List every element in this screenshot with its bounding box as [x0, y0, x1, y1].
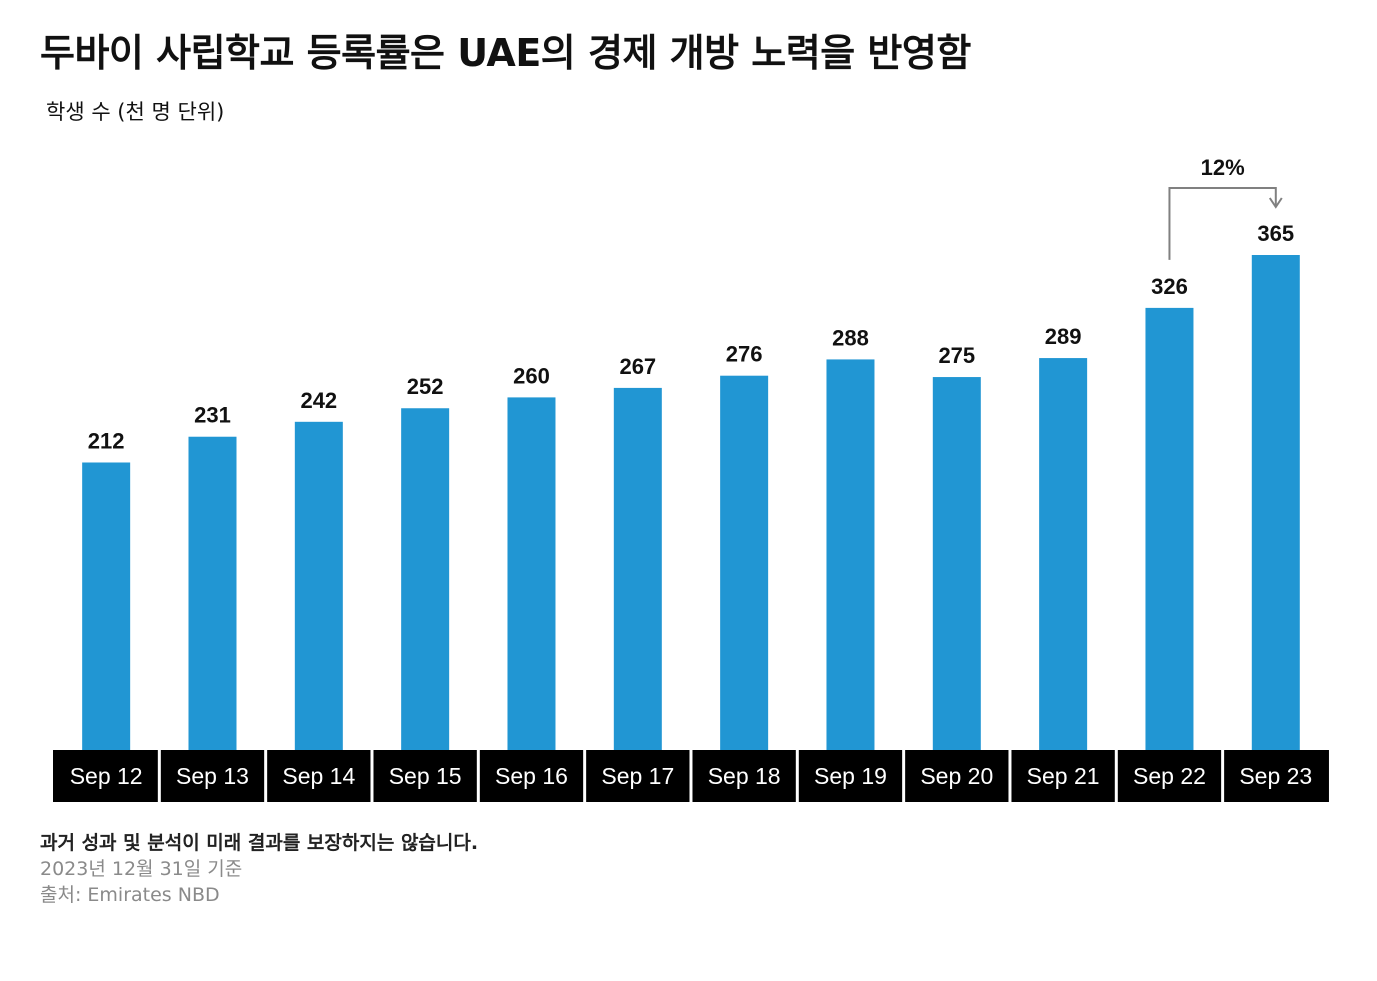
data-label: 242 — [300, 388, 337, 413]
data-label: 212 — [88, 428, 125, 453]
x-axis-cell — [1224, 750, 1329, 802]
bar — [82, 462, 131, 750]
bar — [401, 408, 450, 750]
growth-annotation-label: 12% — [1201, 155, 1245, 180]
bar-chart: 212 Sep 12 231 Sep 13 242 Sep 14 252 Sep 15 260 S… — [53, 155, 1329, 802]
bar — [1039, 358, 1088, 750]
x-tick-label: Sep 19 — [814, 763, 887, 789]
source-note: 출처: Emirates NBD — [40, 884, 220, 906]
data-label: 252 — [407, 374, 444, 399]
x-axis-cell — [1011, 750, 1115, 802]
date-note: 2023년 12월 31일 기준 — [40, 858, 243, 880]
bar — [720, 375, 769, 750]
x-tick-label: Sep 13 — [176, 763, 249, 789]
x-axis-cell — [692, 750, 796, 802]
growth-arrow-icon — [1268, 197, 1283, 209]
x-tick-label: Sep 12 — [70, 763, 143, 789]
x-axis-cell — [479, 750, 584, 802]
x-axis-cell — [267, 750, 371, 802]
chart-footer: 과거 성과 및 분석이 미래 결과를 보장하지는 않습니다. 2023년 12월… — [40, 830, 478, 908]
x-axis-cell — [586, 750, 690, 802]
growth-bracket — [1168, 187, 1277, 260]
x-axis-cell — [160, 750, 265, 802]
data-label: 365 — [1257, 221, 1294, 246]
chart-subtitle: 학생 수 (천 명 단위) — [46, 100, 225, 124]
data-label: 276 — [726, 342, 763, 367]
x-axis-cell — [373, 750, 477, 802]
bar — [613, 387, 662, 750]
data-label: 326 — [1151, 274, 1188, 299]
x-tick-label: Sep 15 — [389, 763, 462, 789]
x-tick-label: Sep 23 — [1239, 763, 1312, 789]
x-tick-label: Sep 16 — [495, 763, 568, 789]
x-axis-cell — [798, 750, 903, 802]
x-axis-cell — [905, 750, 1009, 802]
bar — [507, 397, 556, 750]
bar — [932, 377, 981, 750]
disclaimer-text: 과거 성과 및 분석이 미래 결과를 보장하지는 않습니다. — [40, 832, 479, 854]
x-tick-label: Sep 20 — [920, 763, 993, 789]
data-label: 231 — [194, 403, 231, 428]
x-tick-label: Sep 21 — [1027, 763, 1100, 789]
x-tick-label: Sep 17 — [601, 763, 674, 789]
data-label: 267 — [619, 354, 656, 379]
bar — [294, 421, 343, 750]
x-axis-cell — [53, 750, 158, 802]
data-label: 288 — [832, 325, 869, 350]
x-tick-label: Sep 14 — [282, 763, 355, 789]
x-axis-cell — [1117, 750, 1222, 802]
x-tick-label: Sep 18 — [708, 763, 781, 789]
bar — [1251, 255, 1300, 750]
data-label: 275 — [938, 343, 975, 368]
bar — [1145, 307, 1194, 750]
data-label: 260 — [513, 363, 550, 388]
bar — [188, 436, 237, 750]
chart-title: 두바이 사립학교 등록률은 UAE의 경제 개방 노력을 반영함 — [40, 31, 971, 75]
x-tick-label: Sep 22 — [1133, 763, 1206, 789]
bar — [826, 359, 875, 750]
data-label: 289 — [1045, 324, 1082, 349]
